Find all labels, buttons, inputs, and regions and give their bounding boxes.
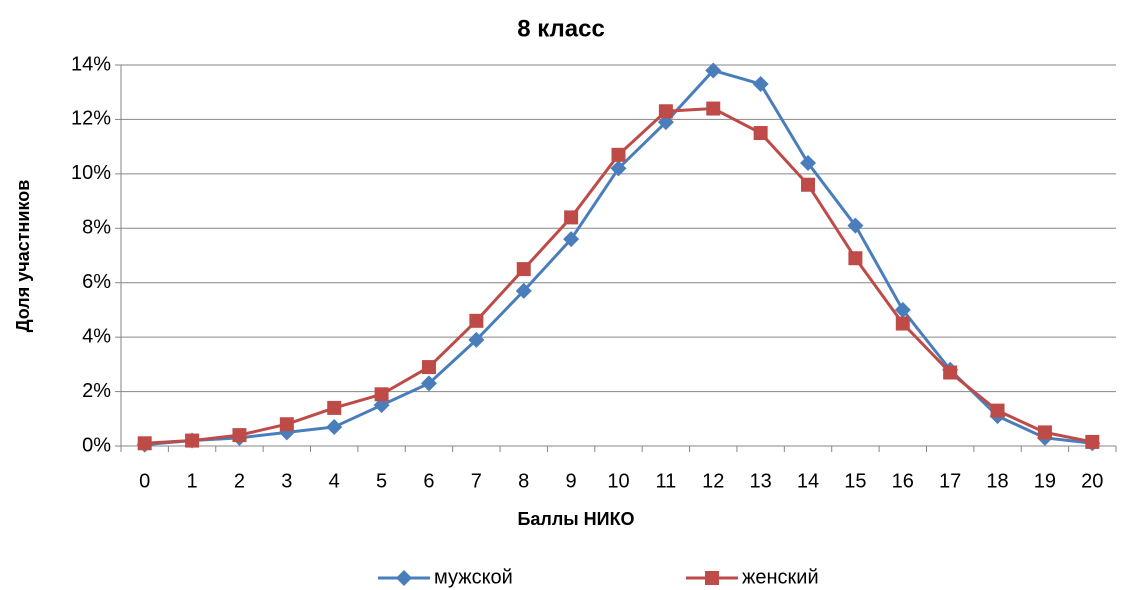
marker bbox=[895, 316, 910, 331]
marker bbox=[1085, 434, 1100, 449]
marker bbox=[564, 210, 579, 225]
x-tick-label: 20 bbox=[1081, 470, 1103, 492]
x-axis-label: Баллы НИКО bbox=[517, 509, 634, 529]
marker bbox=[563, 231, 580, 248]
x-tick-label: 5 bbox=[376, 470, 387, 492]
marker bbox=[894, 301, 911, 318]
marker bbox=[326, 418, 343, 435]
x-tick-label: 13 bbox=[750, 470, 772, 492]
chart-title: 8 класс bbox=[517, 15, 605, 42]
marker bbox=[421, 360, 436, 375]
legend-marker bbox=[396, 570, 412, 586]
marker bbox=[469, 313, 484, 328]
x-tick-label: 16 bbox=[892, 470, 914, 492]
y-tick-label: 10% bbox=[71, 162, 111, 184]
marker bbox=[658, 104, 673, 119]
x-tick-label: 14 bbox=[797, 470, 819, 492]
y-axis-label: Доля участников bbox=[13, 180, 33, 333]
legend-label: женский bbox=[742, 566, 819, 588]
y-tick-label: 8% bbox=[82, 217, 111, 239]
marker bbox=[801, 177, 816, 192]
x-tick-label: 8 bbox=[518, 470, 529, 492]
line bbox=[144, 68, 1093, 447]
legend-marker bbox=[705, 571, 719, 585]
x-tick-label: 7 bbox=[471, 470, 482, 492]
marker bbox=[420, 375, 437, 392]
marker bbox=[327, 400, 342, 415]
marker bbox=[847, 217, 864, 234]
x-tick-label: 0 bbox=[139, 470, 150, 492]
y-tick-label: 6% bbox=[82, 271, 111, 293]
y-tick-label: 0% bbox=[82, 434, 111, 456]
x-tick-label: 18 bbox=[986, 470, 1008, 492]
marker bbox=[374, 387, 389, 402]
marker bbox=[706, 101, 721, 116]
marker bbox=[185, 433, 200, 448]
x-tick-label: 15 bbox=[844, 470, 866, 492]
marker bbox=[468, 331, 485, 348]
y-tick-label: 12% bbox=[71, 108, 111, 130]
x-tick-label: 2 bbox=[234, 470, 245, 492]
marker bbox=[753, 126, 768, 141]
marker bbox=[752, 76, 769, 93]
marker bbox=[279, 417, 294, 432]
marker bbox=[1037, 425, 1052, 440]
y-tick-label: 2% bbox=[82, 380, 111, 402]
x-tick-label: 10 bbox=[607, 470, 629, 492]
x-tick-label: 9 bbox=[566, 470, 577, 492]
marker bbox=[705, 62, 722, 79]
marker bbox=[611, 147, 626, 162]
x-tick-label: 17 bbox=[939, 470, 961, 492]
marker bbox=[137, 436, 152, 451]
marker bbox=[848, 251, 863, 266]
x-tick-label: 3 bbox=[281, 470, 292, 492]
x-tick-label: 11 bbox=[655, 470, 676, 492]
legend-label: мужской bbox=[434, 566, 513, 588]
x-tick-label: 1 bbox=[187, 470, 198, 492]
x-tick-label: 4 bbox=[329, 470, 340, 492]
marker bbox=[943, 365, 958, 380]
y-tick-label: 4% bbox=[82, 325, 111, 347]
marker bbox=[800, 154, 817, 171]
marker bbox=[610, 160, 627, 177]
x-tick-label: 19 bbox=[1034, 470, 1056, 492]
marker bbox=[515, 282, 532, 299]
marker bbox=[516, 262, 531, 277]
x-tick-label: 12 bbox=[702, 470, 724, 492]
marker bbox=[990, 403, 1005, 418]
marker bbox=[232, 428, 247, 443]
x-tick-label: 6 bbox=[423, 470, 434, 492]
y-tick-label: 14% bbox=[71, 53, 111, 75]
